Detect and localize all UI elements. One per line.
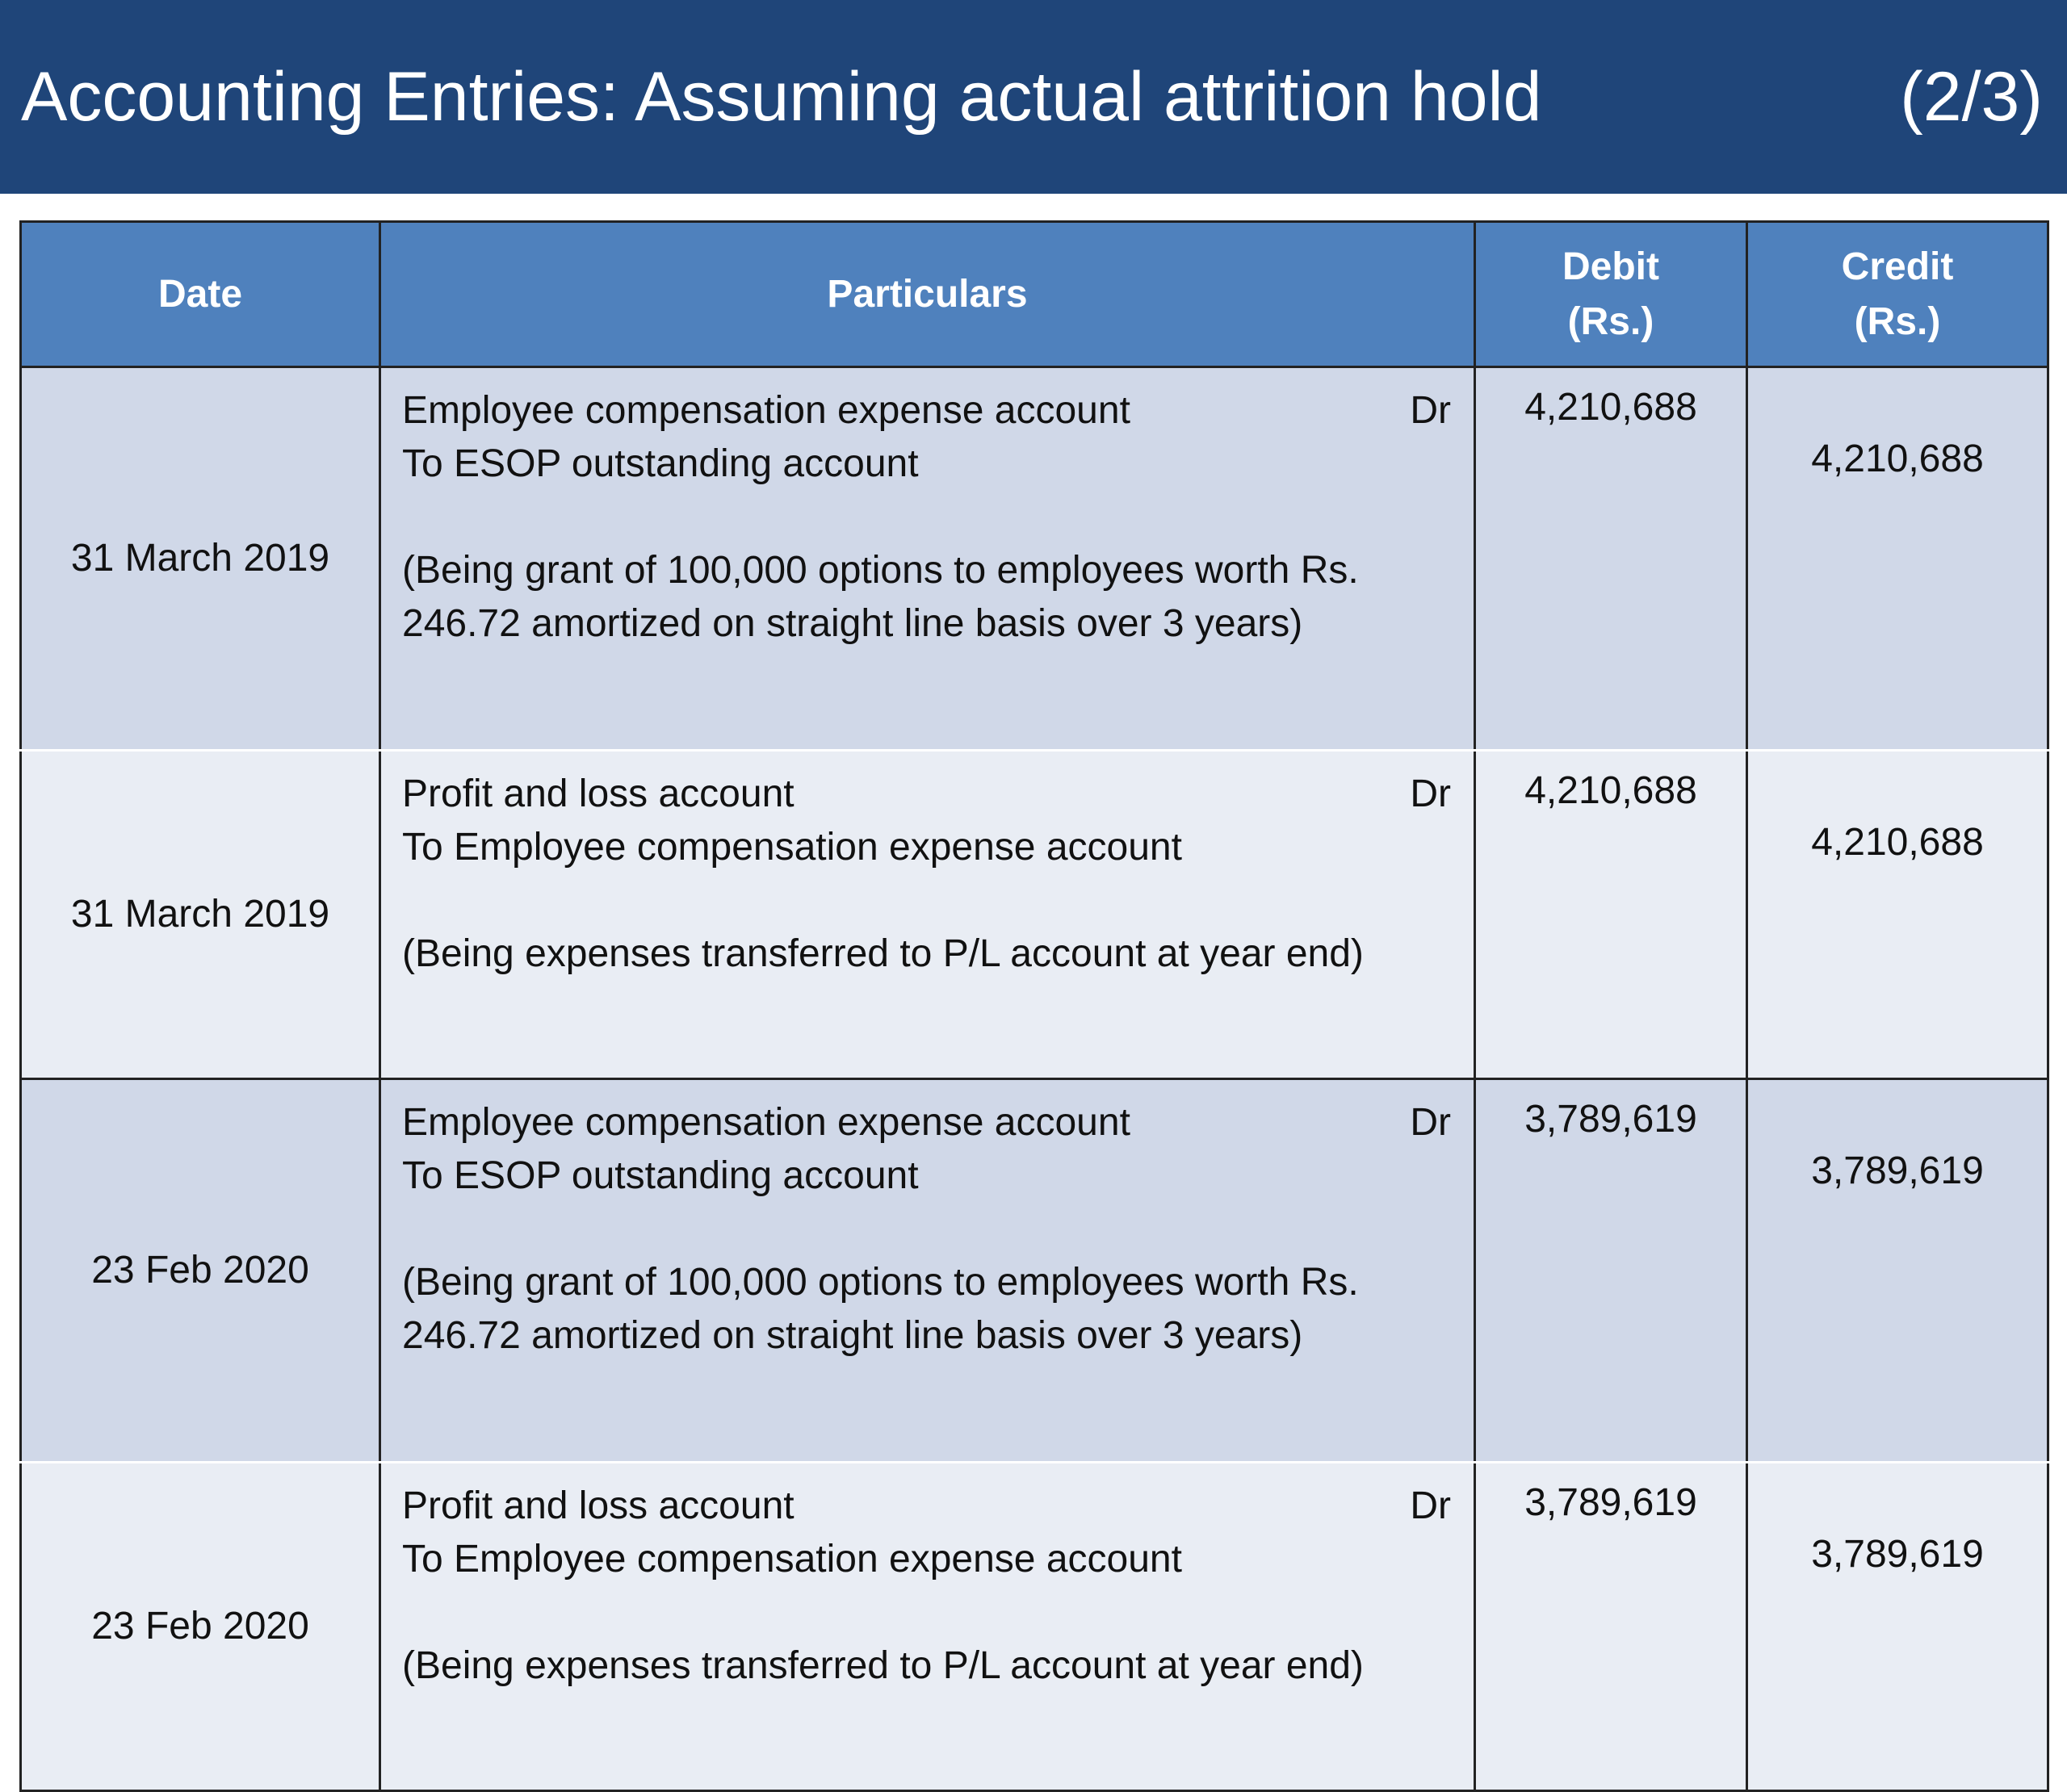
credit-account: To Employee compensation expense account: [402, 826, 1182, 869]
debit-amount: 3,789,619: [1474, 1078, 1748, 1463]
column-header-debit-unit: (Rs.): [1567, 299, 1654, 343]
debit-amount: 3,789,619: [1474, 1462, 1748, 1791]
table-row: 31 March 2019 Profit and loss account Dr…: [19, 750, 2049, 1080]
credit-account: To ESOP outstanding account: [402, 442, 919, 485]
column-header-credit: Credit (Rs.): [1746, 221, 2049, 368]
column-header-debit: Debit (Rs.): [1474, 221, 1748, 368]
credit-amount: 4,210,688: [1746, 366, 2049, 752]
spacer: [402, 491, 1451, 544]
debit-amount: 4,210,688: [1474, 366, 1748, 752]
credit-amount: 4,210,688: [1746, 750, 2049, 1080]
table-row: 31 March 2019 Employee compensation expe…: [19, 366, 2049, 752]
credit-account: To Employee compensation expense account: [402, 1538, 1182, 1581]
column-header-particulars: Particulars: [379, 221, 1476, 368]
debit-account: Profit and loss account: [402, 772, 795, 815]
journal-entries-table: Date Particulars Debit (Rs.) Credit (Rs.…: [19, 220, 2049, 1792]
debit-line: Employee compensation expense account Dr: [402, 1096, 1451, 1149]
debit-account: Employee compensation expense account: [402, 389, 1130, 432]
credit-account: To ESOP outstanding account: [402, 1154, 919, 1197]
entry-date: 31 March 2019: [19, 750, 381, 1080]
column-header-date: Date: [19, 221, 381, 368]
spacer: [402, 874, 1451, 927]
dr-marker: Dr: [1410, 772, 1451, 815]
spacer: [402, 1203, 1451, 1256]
table-header-row: Date Particulars Debit (Rs.) Credit (Rs.…: [19, 221, 2049, 368]
column-header-credit-unit: (Rs.): [1854, 299, 1941, 343]
slide-page-indicator: (2/3): [1900, 58, 2043, 136]
dr-marker: Dr: [1410, 1101, 1451, 1144]
narration-line: 246.72 amortized on straight line basis …: [402, 1314, 1303, 1357]
slide-title: Accounting Entries: Assuming actual attr…: [21, 58, 1542, 136]
credit-amount: 3,789,619: [1746, 1462, 2049, 1791]
dr-marker: Dr: [1410, 389, 1451, 432]
debit-line: Profit and loss account Dr: [402, 768, 1451, 821]
narration-line: (Being grant of 100,000 options to emplo…: [402, 1261, 1359, 1304]
narration-line: (Being grant of 100,000 options to emplo…: [402, 549, 1359, 592]
column-header-credit-title: Credit: [1841, 245, 1954, 288]
entry-particulars: Profit and loss account Dr To Employee c…: [379, 750, 1476, 1080]
spacer: [402, 1586, 1451, 1639]
entry-particulars: Employee compensation expense account Dr…: [379, 366, 1476, 752]
debit-line: Profit and loss account Dr: [402, 1480, 1451, 1533]
table-row: 23 Feb 2020 Profit and loss account Dr T…: [19, 1462, 2049, 1791]
column-header-debit-title: Debit: [1562, 245, 1659, 288]
entry-particulars: Profit and loss account Dr To Employee c…: [379, 1462, 1476, 1791]
entry-date: 23 Feb 2020: [19, 1462, 381, 1791]
narration-line: 246.72 amortized on straight line basis …: [402, 602, 1303, 645]
slide-header: Accounting Entries: Assuming actual attr…: [0, 0, 2067, 194]
debit-line: Employee compensation expense account Dr: [402, 384, 1451, 438]
debit-account: Profit and loss account: [402, 1484, 795, 1527]
entry-particulars: Employee compensation expense account Dr…: [379, 1078, 1476, 1463]
debit-amount: 4,210,688: [1474, 750, 1748, 1080]
narration-line: (Being expenses transferred to P/L accou…: [402, 932, 1364, 975]
credit-amount: 3,789,619: [1746, 1078, 2049, 1463]
narration-line: (Being expenses transferred to P/L accou…: [402, 1644, 1364, 1687]
entry-date: 23 Feb 2020: [19, 1078, 381, 1463]
entry-date: 31 March 2019: [19, 366, 381, 752]
table-row: 23 Feb 2020 Employee compensation expens…: [19, 1078, 2049, 1463]
debit-account: Employee compensation expense account: [402, 1101, 1130, 1144]
dr-marker: Dr: [1410, 1484, 1451, 1527]
